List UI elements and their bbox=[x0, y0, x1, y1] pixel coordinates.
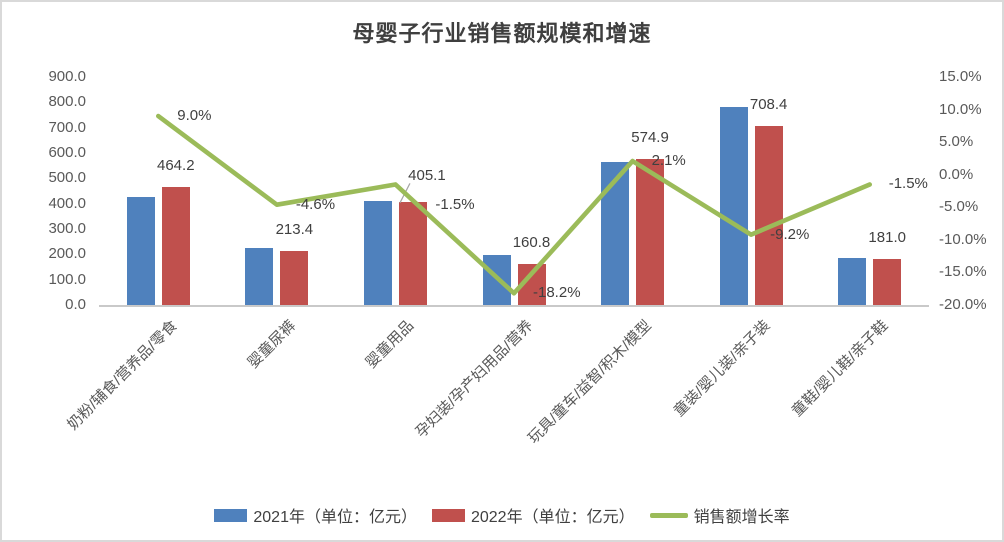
bar-value-label: 464.2 bbox=[157, 157, 195, 175]
category-label: 奶粉/辅食/营养品/零食 bbox=[64, 317, 181, 434]
left-axis-tick-label: 700.0 bbox=[48, 118, 86, 136]
bar-value-label: 181.0 bbox=[868, 229, 906, 247]
left-axis-tick-label: 600.0 bbox=[48, 144, 86, 161]
bar-value-label: 708.4 bbox=[749, 95, 788, 113]
growth-value-label: -18.2% bbox=[533, 284, 581, 302]
left-axis-tick-label: 0.0 bbox=[65, 296, 86, 313]
left-axis-tick-label: 500.0 bbox=[48, 169, 86, 187]
bar-2021 bbox=[363, 200, 392, 305]
bar-2022 bbox=[754, 125, 783, 305]
left-axis-tick-label: 900.0 bbox=[48, 68, 86, 85]
bar-2021 bbox=[245, 248, 274, 305]
legend-item-2021年: 2021年（单位：亿元） bbox=[214, 503, 417, 527]
legend-bar-swatch bbox=[214, 508, 248, 522]
data-label-leader-line bbox=[399, 183, 411, 204]
right-axis-tick-label: 15.0% bbox=[939, 68, 982, 85]
legend-label: 2021年（单位：亿元） bbox=[253, 509, 417, 526]
left-axis-tick-label: 300.0 bbox=[48, 220, 86, 237]
legend: 2021年（单位：亿元） 2022年（单位：亿元） 销售额增长率 bbox=[2, 503, 1002, 527]
right-axis-tick-label: 5.0% bbox=[939, 133, 974, 151]
category-label: 童装/婴儿装/亲子装 bbox=[670, 317, 774, 420]
left-axis-tick-label: 200.0 bbox=[48, 245, 86, 263]
bar-value-label: 213.4 bbox=[275, 220, 314, 238]
left-axis-tick-label: 400.0 bbox=[48, 194, 86, 212]
category-label: 童鞋/婴儿鞋/亲子鞋 bbox=[789, 317, 892, 420]
bar-value-label: 160.8 bbox=[512, 234, 551, 252]
bar-2021 bbox=[719, 107, 748, 305]
bar-2021 bbox=[482, 255, 511, 305]
bar-value-label: 574.9 bbox=[631, 129, 669, 147]
bar-2021 bbox=[838, 258, 867, 305]
category-label: 孕妇装/孕产妇用品/营养 bbox=[412, 317, 537, 442]
legend-bar-swatch bbox=[431, 508, 465, 522]
category-label: 婴童用品 bbox=[363, 317, 418, 372]
left-axis-tick-label: 100.0 bbox=[48, 270, 86, 288]
left-axis-tick-label: 800.0 bbox=[48, 93, 86, 111]
right-axis-tick-label: 10.0% bbox=[939, 100, 982, 118]
bar-2022 bbox=[636, 159, 665, 305]
legend-line-swatch bbox=[649, 512, 688, 518]
right-axis-tick-label: -15.0% bbox=[939, 263, 987, 281]
bar-2022 bbox=[280, 250, 309, 305]
growth-value-label: -1.5% bbox=[888, 175, 928, 193]
category-label: 玩具/童车/益智/积木/模型 bbox=[524, 317, 655, 447]
category-label: 婴童尿裤 bbox=[244, 317, 300, 372]
right-axis-tick-label: -20.0% bbox=[939, 296, 987, 313]
right-axis-tick-label: -10.0% bbox=[939, 230, 987, 248]
growth-value-label: 9.0% bbox=[177, 107, 212, 125]
x-axis-line bbox=[99, 305, 929, 307]
bar-2021 bbox=[126, 197, 155, 305]
bar-2022 bbox=[161, 187, 190, 305]
bar-2022 bbox=[398, 202, 427, 305]
growth-value-label: -4.6% bbox=[295, 195, 336, 213]
chart-title: 母婴子行业销售额规模和增速 bbox=[352, 21, 652, 46]
legend-label: 销售额增长率 bbox=[693, 509, 790, 526]
bar-2021 bbox=[601, 162, 630, 305]
legend-item-2022年: 2022年（单位：亿元） bbox=[431, 503, 635, 527]
growth-value-label: 2.1% bbox=[651, 152, 686, 170]
bar-2022 bbox=[873, 259, 902, 305]
growth-value-label: -9.2% bbox=[770, 225, 810, 243]
legend-item-growth: 销售额增长率 bbox=[649, 503, 790, 527]
right-axis-tick-label: 0.0% bbox=[939, 165, 974, 183]
growth-value-label: -1.5% bbox=[435, 196, 475, 214]
legend-label: 2022年（单位：亿元） bbox=[470, 509, 635, 526]
bar-value-label: 405.1 bbox=[408, 167, 446, 185]
right-axis-tick-label: -5.0% bbox=[939, 198, 979, 216]
